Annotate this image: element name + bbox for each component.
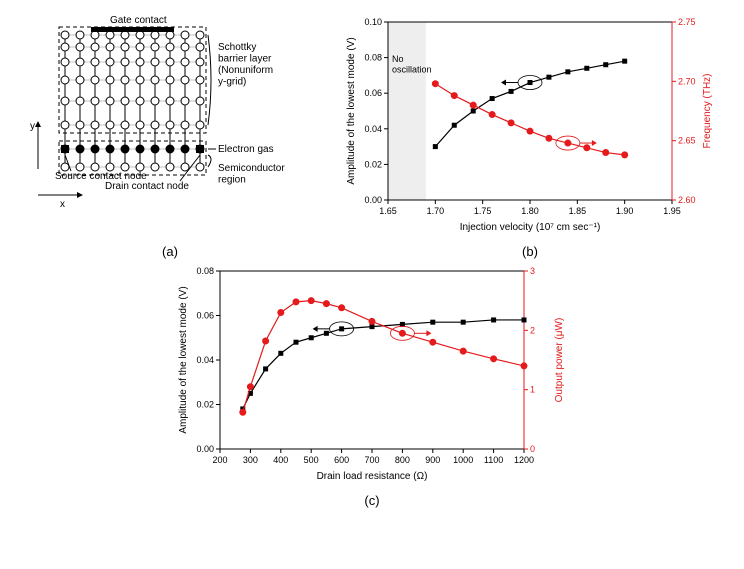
svg-text:1: 1 (530, 385, 535, 395)
svg-text:0.06: 0.06 (364, 88, 382, 98)
svg-text:y: y (30, 121, 35, 132)
svg-text:Drain load resistance (Ω): Drain load resistance (Ω) (317, 471, 428, 482)
svg-text:Gate contact: Gate contact (110, 15, 167, 26)
svg-text:200: 200 (212, 455, 227, 465)
svg-text:1.80: 1.80 (521, 206, 539, 216)
svg-text:0.08: 0.08 (364, 53, 382, 63)
svg-text:2.70: 2.70 (678, 76, 696, 86)
svg-text:0: 0 (530, 444, 535, 454)
svg-text:Amplitude of the lowest mode (: Amplitude of the lowest mode (V) (346, 37, 357, 184)
svg-text:Drain contact node: Drain contact node (105, 181, 189, 192)
svg-text:0.00: 0.00 (196, 444, 214, 454)
subcaption-b: (b) (340, 244, 720, 259)
svg-text:3: 3 (530, 266, 535, 276)
svg-text:x: x (60, 199, 65, 210)
subcaption-c: (c) (172, 493, 572, 508)
subcaption-a: (a) (10, 244, 330, 259)
svg-text:0.02: 0.02 (196, 400, 214, 410)
svg-text:1.65: 1.65 (379, 206, 397, 216)
panel-a: Gate contact Schottkybarrier layer(Nonuni… (10, 10, 330, 259)
figure-container: Gate contact Schottkybarrier layer(Nonuni… (10, 10, 734, 508)
svg-text:300: 300 (243, 455, 258, 465)
svg-text:900: 900 (425, 455, 440, 465)
svg-text:0.10: 0.10 (364, 17, 382, 27)
svg-text:500: 500 (304, 455, 319, 465)
svg-text:Electron gas: Electron gas (218, 144, 274, 155)
svg-text:1.75: 1.75 (474, 206, 492, 216)
svg-text:1.85: 1.85 (569, 206, 587, 216)
svg-text:0.04: 0.04 (196, 355, 214, 365)
panel-b: Nooscillation1.651.701.751.801.851.901.9… (340, 10, 720, 259)
svg-text:400: 400 (273, 455, 288, 465)
svg-text:2.65: 2.65 (678, 136, 696, 146)
top-row: Gate contact Schottkybarrier layer(Nonuni… (10, 10, 734, 259)
svg-text:Injection velocity (10⁷ cm sec: Injection velocity (10⁷ cm sec⁻¹) (460, 222, 601, 233)
svg-text:1.70: 1.70 (427, 206, 445, 216)
svg-text:0.08: 0.08 (196, 266, 214, 276)
svg-text:2.60: 2.60 (678, 195, 696, 205)
svg-text:2.75: 2.75 (678, 17, 696, 27)
svg-text:0.02: 0.02 (364, 159, 382, 169)
svg-text:700: 700 (364, 455, 379, 465)
svg-text:1.90: 1.90 (616, 206, 634, 216)
svg-text:Semiconductorregion: Semiconductorregion (218, 163, 285, 186)
svg-text:600: 600 (334, 455, 349, 465)
svg-text:0.06: 0.06 (196, 311, 214, 321)
svg-text:Schottkybarrier layer(Nonunifo: Schottkybarrier layer(Nonuniformy-grid) (218, 42, 273, 88)
svg-text:1200: 1200 (514, 455, 534, 465)
svg-text:1100: 1100 (484, 455, 503, 465)
svg-text:Output power (μW): Output power (μW) (554, 318, 565, 403)
svg-text:Frequency (THz): Frequency (THz) (702, 73, 713, 148)
svg-text:2: 2 (530, 325, 535, 335)
svg-text:0.00: 0.00 (364, 195, 382, 205)
svg-text:0.04: 0.04 (364, 124, 382, 134)
panel-c: 200 300 400 500 600 700 800 900 1000 1100 1200 0.00… (172, 259, 572, 508)
svg-text:1.95: 1.95 (663, 206, 681, 216)
svg-text:800: 800 (395, 455, 410, 465)
svg-text:Amplitude of the lowest mode (: Amplitude of the lowest mode (V) (178, 286, 189, 433)
svg-text:1000: 1000 (453, 455, 473, 465)
